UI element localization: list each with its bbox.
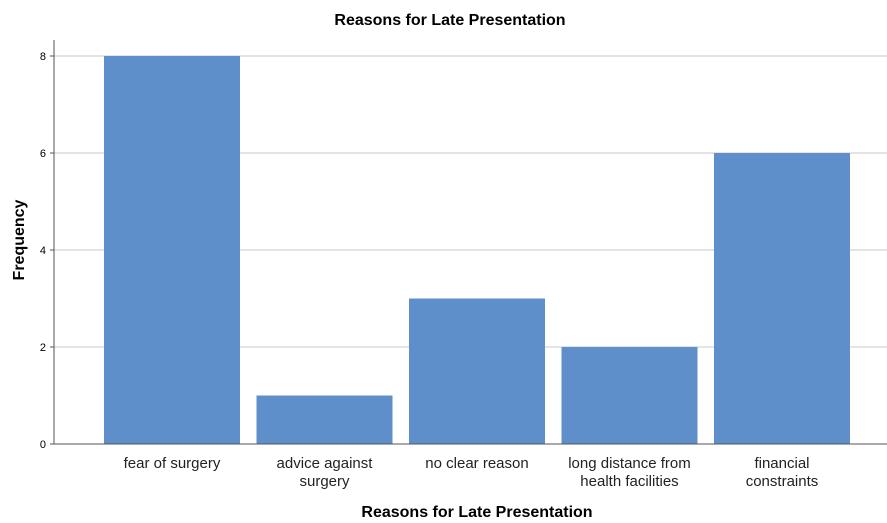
y-tick-label: 8 <box>40 51 46 63</box>
y-tick-label: 6 <box>40 148 46 160</box>
chart-title: Reasons for Late Presentation <box>334 12 565 29</box>
y-tick-label: 0 <box>40 439 46 451</box>
y-tick-label: 2 <box>40 342 46 354</box>
bar <box>256 395 393 444</box>
bar <box>561 347 698 444</box>
bars <box>104 56 850 444</box>
x-tick-label: long distance from health facilities <box>568 455 691 490</box>
x-tick-label: financial constraints <box>746 455 819 490</box>
bar <box>714 153 850 444</box>
bar <box>104 56 240 444</box>
y-tick-label: 4 <box>40 245 46 257</box>
x-tick-labels: fear of surgery advice against surgery no c… <box>124 455 819 490</box>
x-tick-label: advice against surgery <box>277 455 374 490</box>
x-tick-label: fear of surgery <box>124 455 221 472</box>
y-tick-labels: 0 2 4 6 8 <box>40 51 54 451</box>
y-axis-label: Frequency <box>11 199 28 280</box>
x-tick-label: no clear reason <box>425 455 528 472</box>
x-axis-label: Reasons for Late Presentation <box>361 504 592 521</box>
bar <box>409 298 545 444</box>
